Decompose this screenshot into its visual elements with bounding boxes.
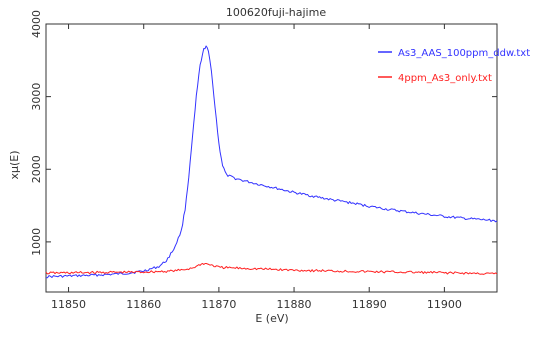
series-layer [45, 45, 498, 279]
y-tick-label: 1000 [30, 228, 43, 256]
legend: As3_AAS_100ppm_ddw.txt 4ppm_As3_only.txt [378, 48, 530, 84]
series-line-2 [45, 263, 498, 275]
y-tick-label: 3000 [30, 83, 43, 111]
y-axis: 1000 2000 3000 4000 [30, 10, 497, 256]
x-tick-label: 11870 [201, 298, 236, 311]
y-axis-title: xμ(E) [8, 150, 21, 179]
chart-title: 100620fuji-hajime [226, 6, 326, 19]
x-axis-title: E (eV) [255, 312, 288, 325]
legend-label-1: As3_AAS_100ppm_ddw.txt [398, 48, 530, 59]
x-tick-label: 11880 [277, 298, 312, 311]
y-tick-label: 4000 [30, 10, 43, 38]
legend-label-2: 4ppm_As3_only.txt [398, 73, 492, 84]
y-tick-label: 2000 [30, 155, 43, 183]
x-tick-label: 11890 [352, 298, 387, 311]
x-axis: 11850 11860 11870 11880 11890 11900 [51, 24, 462, 311]
x-tick-label: 11900 [427, 298, 462, 311]
plot-area [45, 23, 498, 293]
x-tick-label: 11860 [126, 298, 161, 311]
x-tick-label: 11850 [51, 298, 86, 311]
series-line-1 [46, 45, 498, 279]
